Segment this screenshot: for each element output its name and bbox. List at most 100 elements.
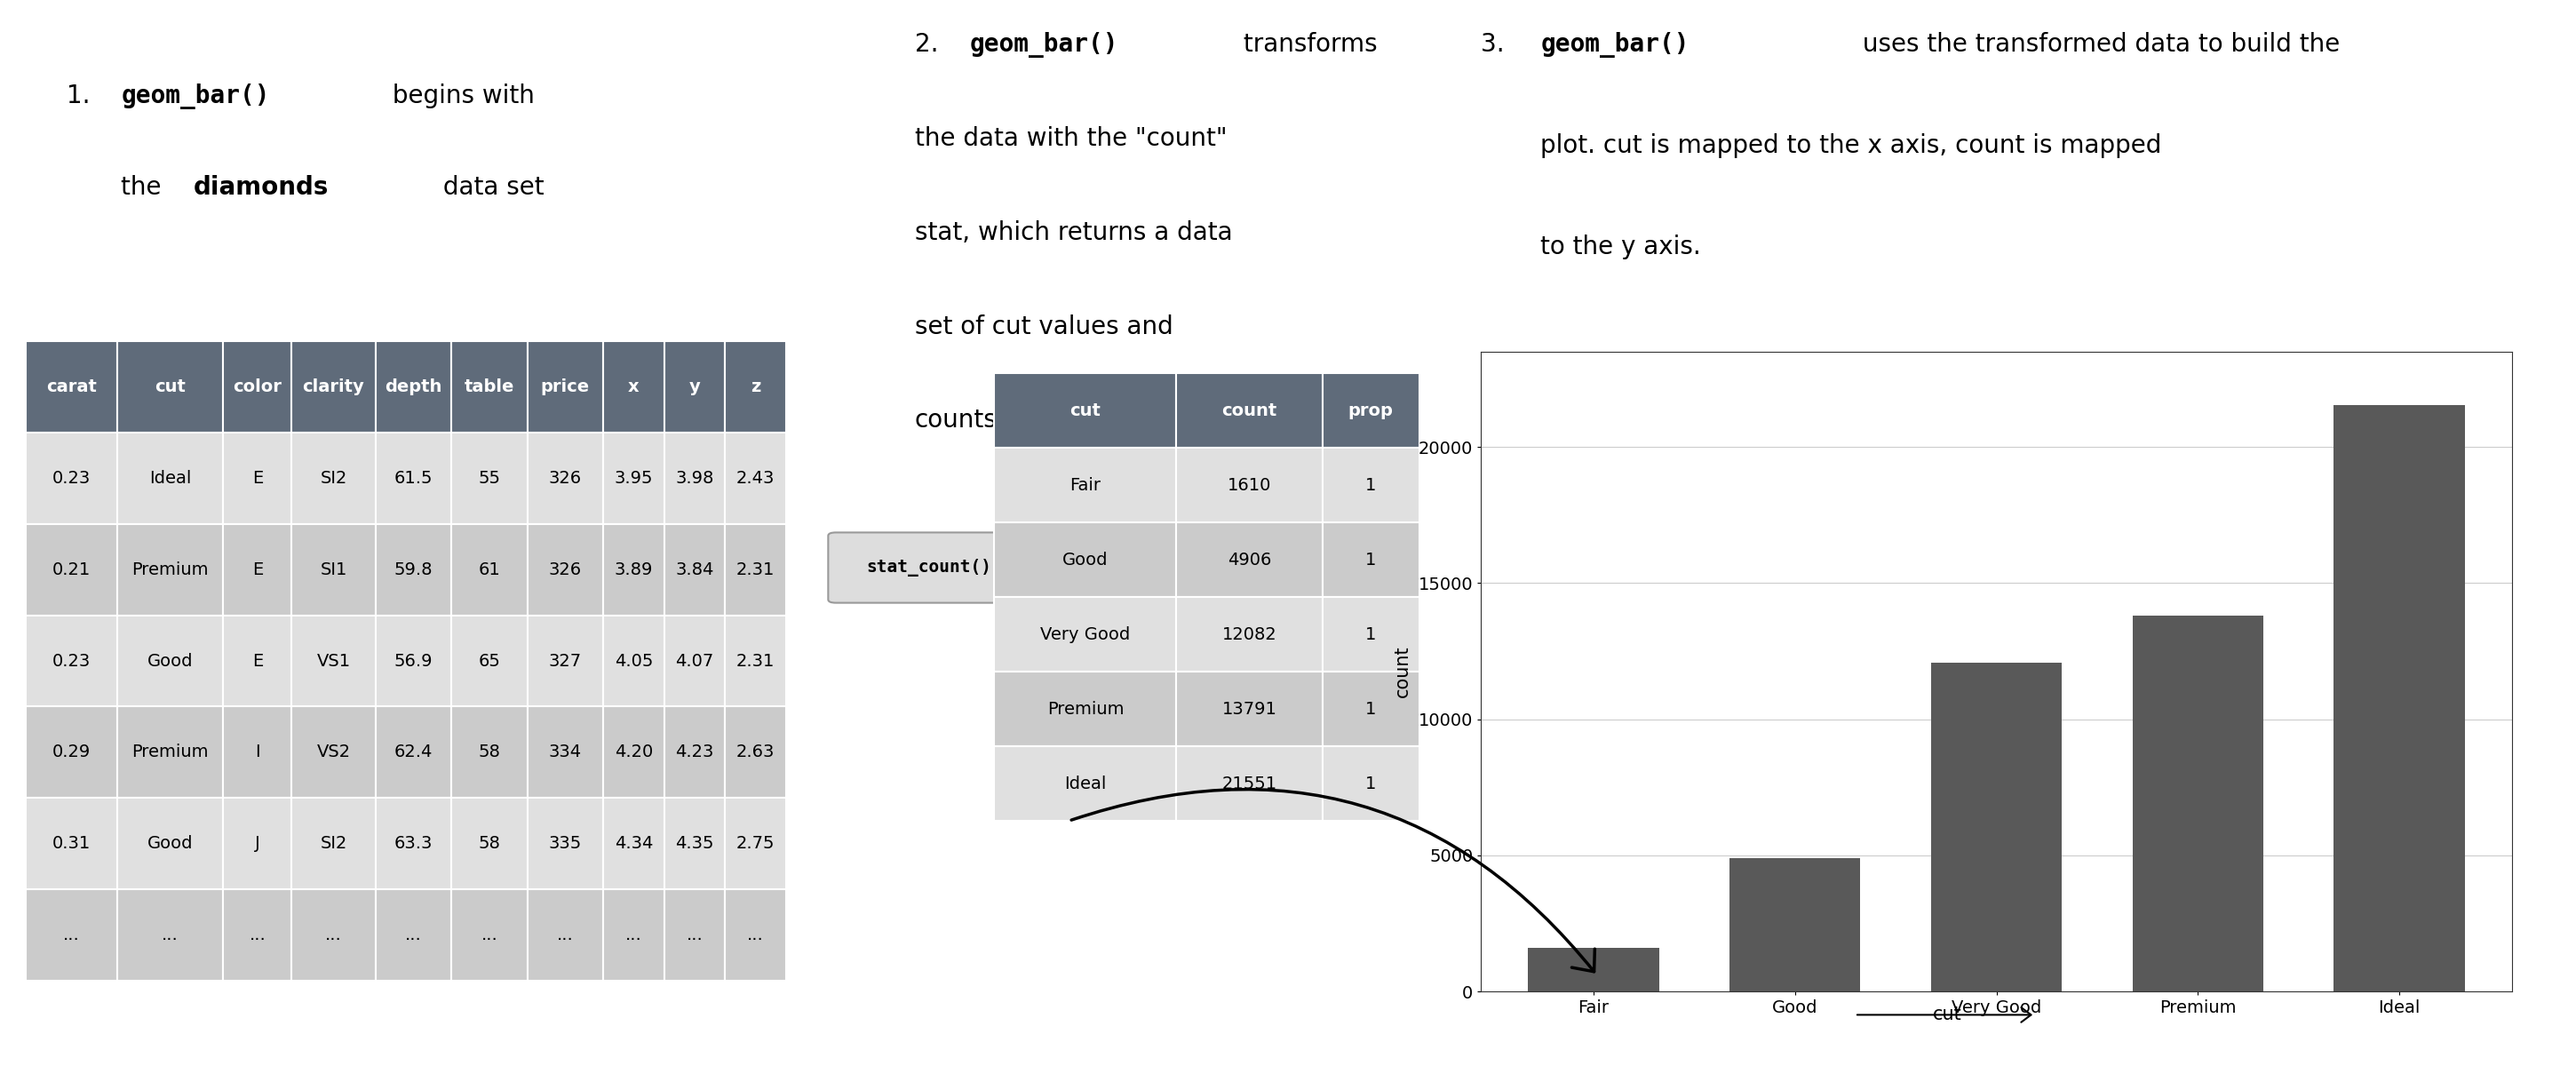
Bar [1177, 597, 1321, 672]
Bar [665, 523, 724, 615]
Text: 1: 1 [1365, 626, 1376, 643]
Bar [224, 889, 291, 981]
Text: Premium: Premium [131, 744, 209, 761]
Text: counts.: counts. [914, 408, 1005, 433]
Bar [603, 889, 665, 981]
Bar [376, 889, 451, 981]
Text: 1.: 1. [67, 83, 98, 108]
Bar [603, 523, 665, 615]
Bar [528, 341, 603, 433]
Bar [1321, 373, 1419, 448]
Text: cut: cut [1069, 402, 1100, 419]
Bar [665, 707, 724, 798]
Bar [1177, 672, 1321, 746]
Bar [528, 798, 603, 889]
Text: count: count [1221, 402, 1278, 419]
Text: 2.63: 2.63 [737, 744, 775, 761]
Text: clarity: clarity [301, 378, 366, 395]
Bar [224, 341, 291, 433]
Text: x: x [629, 378, 639, 395]
Bar [1177, 373, 1321, 448]
Bar [116, 615, 224, 707]
Text: VS1: VS1 [317, 652, 350, 669]
Bar [665, 433, 724, 523]
Text: Premium: Premium [1046, 700, 1123, 717]
Text: begins with: begins with [384, 83, 533, 108]
Text: table: table [464, 378, 515, 395]
Bar [994, 448, 1177, 522]
Text: 4.35: 4.35 [675, 836, 714, 852]
Text: ...: ... [404, 926, 422, 943]
Text: carat: carat [46, 378, 98, 395]
Text: color: color [234, 378, 281, 395]
Bar [724, 433, 786, 523]
Text: plot. cut is mapped to the x axis, count is mapped: plot. cut is mapped to the x axis, count… [1540, 133, 2161, 158]
Bar [26, 798, 116, 889]
Bar [26, 341, 116, 433]
Text: 4906: 4906 [1226, 551, 1273, 568]
Text: Ideal: Ideal [149, 470, 191, 486]
Text: ...: ... [747, 926, 762, 943]
Bar [291, 889, 376, 981]
Bar [528, 523, 603, 615]
Text: Good: Good [147, 836, 193, 852]
Text: E: E [252, 561, 263, 578]
Bar [224, 798, 291, 889]
Text: 0.31: 0.31 [52, 836, 90, 852]
Bar [376, 523, 451, 615]
Text: depth: depth [384, 378, 443, 395]
Text: price: price [541, 378, 590, 395]
Text: prop: prop [1347, 402, 1394, 419]
Bar [291, 523, 376, 615]
Text: the data with the "count": the data with the "count" [914, 126, 1226, 151]
Text: geom_bar(): geom_bar() [121, 83, 270, 109]
Bar [116, 523, 224, 615]
Text: ...: ... [556, 926, 574, 943]
Text: geom_bar(): geom_bar() [969, 32, 1118, 58]
Text: 0.23: 0.23 [52, 470, 90, 486]
Text: 0.29: 0.29 [52, 744, 90, 761]
Bar [724, 889, 786, 981]
Bar [724, 341, 786, 433]
Bar [2334, 405, 2465, 991]
Text: VS2: VS2 [317, 744, 350, 761]
Text: data set: data set [435, 175, 544, 200]
FancyBboxPatch shape [829, 532, 1028, 603]
Bar [291, 707, 376, 798]
Text: 62.4: 62.4 [394, 744, 433, 761]
Text: set of cut values and: set of cut values and [914, 314, 1172, 339]
Text: 61.5: 61.5 [394, 470, 433, 486]
Bar [2133, 616, 2264, 991]
Bar [994, 373, 1177, 448]
Text: 3.84: 3.84 [675, 561, 714, 578]
Text: SI1: SI1 [319, 561, 348, 578]
Bar [665, 889, 724, 981]
Text: 2.31: 2.31 [737, 652, 775, 669]
Bar [224, 615, 291, 707]
Bar [603, 707, 665, 798]
Text: ...: ... [162, 926, 178, 943]
Bar [603, 615, 665, 707]
Bar [603, 341, 665, 433]
Bar [1321, 746, 1419, 821]
Bar [451, 889, 528, 981]
Text: 326: 326 [549, 470, 582, 486]
Bar [724, 523, 786, 615]
Text: 4.07: 4.07 [675, 652, 714, 669]
Text: 13791: 13791 [1221, 700, 1278, 717]
Bar [224, 433, 291, 523]
Bar [528, 615, 603, 707]
Bar [603, 798, 665, 889]
Text: 21551: 21551 [1221, 775, 1278, 792]
Bar [1177, 448, 1321, 522]
Text: 2.31: 2.31 [737, 561, 775, 578]
Bar [1177, 522, 1321, 597]
Bar [116, 707, 224, 798]
Bar [291, 341, 376, 433]
Bar [724, 707, 786, 798]
Bar [603, 433, 665, 523]
Bar [1728, 858, 1860, 991]
Text: 2.43: 2.43 [737, 470, 775, 486]
Text: 2.: 2. [914, 32, 945, 56]
Text: Very Good: Very Good [1041, 626, 1131, 643]
